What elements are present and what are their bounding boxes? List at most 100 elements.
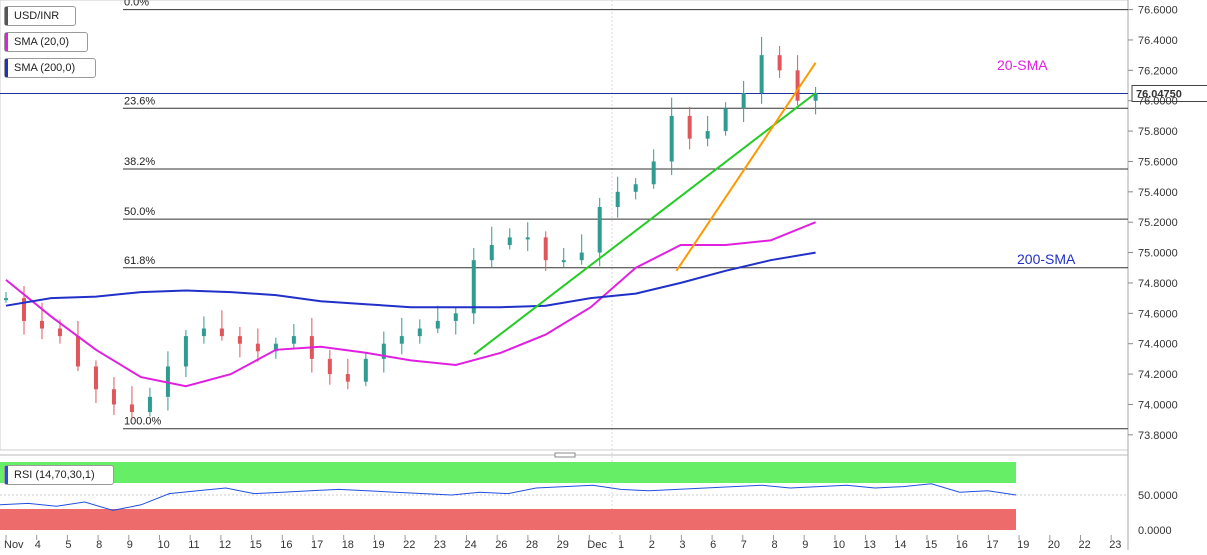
sma20-annotation: 20-SMA [997, 57, 1048, 73]
time-tick-label: 19 [372, 539, 384, 551]
candle-body [129, 404, 134, 413]
candle-body [687, 115, 692, 139]
time-tick-label: 3 [679, 539, 685, 551]
price-tick-label: 75.2000 [1138, 217, 1178, 229]
candle-body [651, 161, 656, 185]
time-tick-label: 9 [802, 539, 808, 551]
price-tick-label: 74.6000 [1138, 308, 1178, 320]
time-tick-label: Dec [587, 539, 607, 551]
time-tick-label: 1 [618, 539, 624, 551]
rsi-swatch [5, 466, 8, 484]
time-tick-label: 4 [35, 539, 41, 551]
time-tick-label: 5 [65, 539, 71, 551]
candle-body [669, 115, 674, 162]
candle-body [507, 237, 512, 245]
candle-body [147, 396, 152, 413]
time-tick-label: 29 [557, 539, 569, 551]
candle-body [489, 244, 494, 261]
sma200-legend[interactable]: SMA (200,0) [4, 58, 96, 78]
price-tick-label: 76.6000 [1138, 5, 1178, 17]
price-tick-label: 76.2000 [1138, 65, 1178, 77]
candle-body [615, 191, 620, 208]
candle-body [435, 320, 440, 329]
sma200-swatch [5, 59, 8, 77]
time-tick-label: 17 [986, 539, 998, 551]
current-price-tag [1131, 84, 1207, 102]
fib-label: 100.0% [124, 416, 162, 428]
rsi-oversold-zone [0, 509, 1016, 530]
candle-body [561, 260, 566, 263]
price-axis: 76.6000 76.4000 76.2000 76.0000 75.8000 75.60… [1128, 5, 1178, 442]
candle-body [381, 343, 386, 359]
candle-body [543, 237, 548, 261]
candle-body [4, 298, 8, 301]
time-tick-label: 10 [833, 539, 845, 551]
candle-body [201, 328, 206, 337]
sma200-line [5, 251, 816, 309]
sma20-legend[interactable]: SMA (20,0) [4, 32, 88, 52]
indicator-lines: 20-SMA 200-SMA [5, 57, 1076, 388]
time-tick-label: 8 [772, 539, 778, 551]
candle-body [759, 55, 764, 94]
rsi-tick-label: 50.0000 [1138, 490, 1178, 502]
rsi-tick-label: 0.0000 [1138, 525, 1172, 537]
price-tick-label: 75.0000 [1138, 248, 1178, 260]
sma20-swatch [5, 33, 8, 51]
candle-body [39, 320, 44, 329]
price-tick-label: 76.0000 [1138, 96, 1178, 108]
time-tick-label: 12 [219, 539, 231, 551]
symbol-legend[interactable]: USD/INR [4, 6, 76, 26]
time-tick-label: 22 [403, 539, 415, 551]
time-tick-label: 16 [956, 539, 968, 551]
orange-trendline [675, 62, 817, 272]
time-tick-label: 8 [96, 539, 102, 551]
time-tick-label: 24 [465, 539, 477, 551]
fib-label: 23.6% [124, 95, 155, 107]
time-tick-label: 13 [864, 539, 876, 551]
candle-body [57, 328, 62, 337]
fib-label: 61.8% [124, 255, 155, 267]
sma200-annotation: 200-SMA [1017, 251, 1076, 267]
rsi-legend[interactable]: RSI (14,70,30,1) [4, 465, 114, 485]
time-tick-label: 16 [280, 539, 292, 551]
candle-body [777, 55, 782, 71]
rsi-panel: 50.0000 0.0000 [0, 452, 1178, 537]
fib-label: 38.2% [124, 156, 155, 168]
candle-body [417, 328, 422, 337]
candle-body [399, 336, 404, 344]
candle-body [327, 358, 332, 375]
candle-body [345, 374, 350, 382]
candle-body [273, 343, 278, 352]
candle-body [453, 313, 458, 321]
time-tick-label: 6 [710, 539, 716, 551]
time-tick-label: 20 [1048, 539, 1060, 551]
candle-body [741, 93, 746, 109]
green-trendline [473, 92, 817, 356]
candle-body [75, 336, 80, 367]
candle-body [813, 93, 818, 101]
price-tick-label: 74.4000 [1138, 339, 1178, 351]
time-tick-label: 17 [311, 539, 323, 551]
price-tick-label: 75.8000 [1138, 126, 1178, 138]
price-tick-label: 76.4000 [1138, 35, 1178, 47]
rsi-line [0, 483, 1017, 511]
candle-body [237, 336, 242, 344]
candle-body [525, 237, 530, 240]
candle-body [111, 389, 116, 405]
time-tick-label: 15 [925, 539, 937, 551]
candle-body [579, 252, 584, 261]
sma20-label: SMA (20,0) [14, 36, 70, 48]
candle-body [363, 358, 368, 382]
candle-body [633, 184, 638, 192]
time-axis: Nov 4 5 8 9 10 11 12 15 16 17 18 19 22 23 24 26 28 29 Dec 1 2… [4, 535, 1121, 551]
candle-body [795, 70, 800, 101]
candle-body [291, 336, 296, 344]
price-tick-label: 74.8000 [1138, 278, 1178, 290]
fib-label: 0.0% [124, 0, 149, 9]
time-tick-label: 26 [495, 539, 507, 551]
fib-label: 50.0% [124, 206, 155, 218]
time-tick-label: 15 [250, 539, 262, 551]
time-tick-label: Nov [4, 539, 24, 551]
time-tick-label: 9 [127, 539, 133, 551]
